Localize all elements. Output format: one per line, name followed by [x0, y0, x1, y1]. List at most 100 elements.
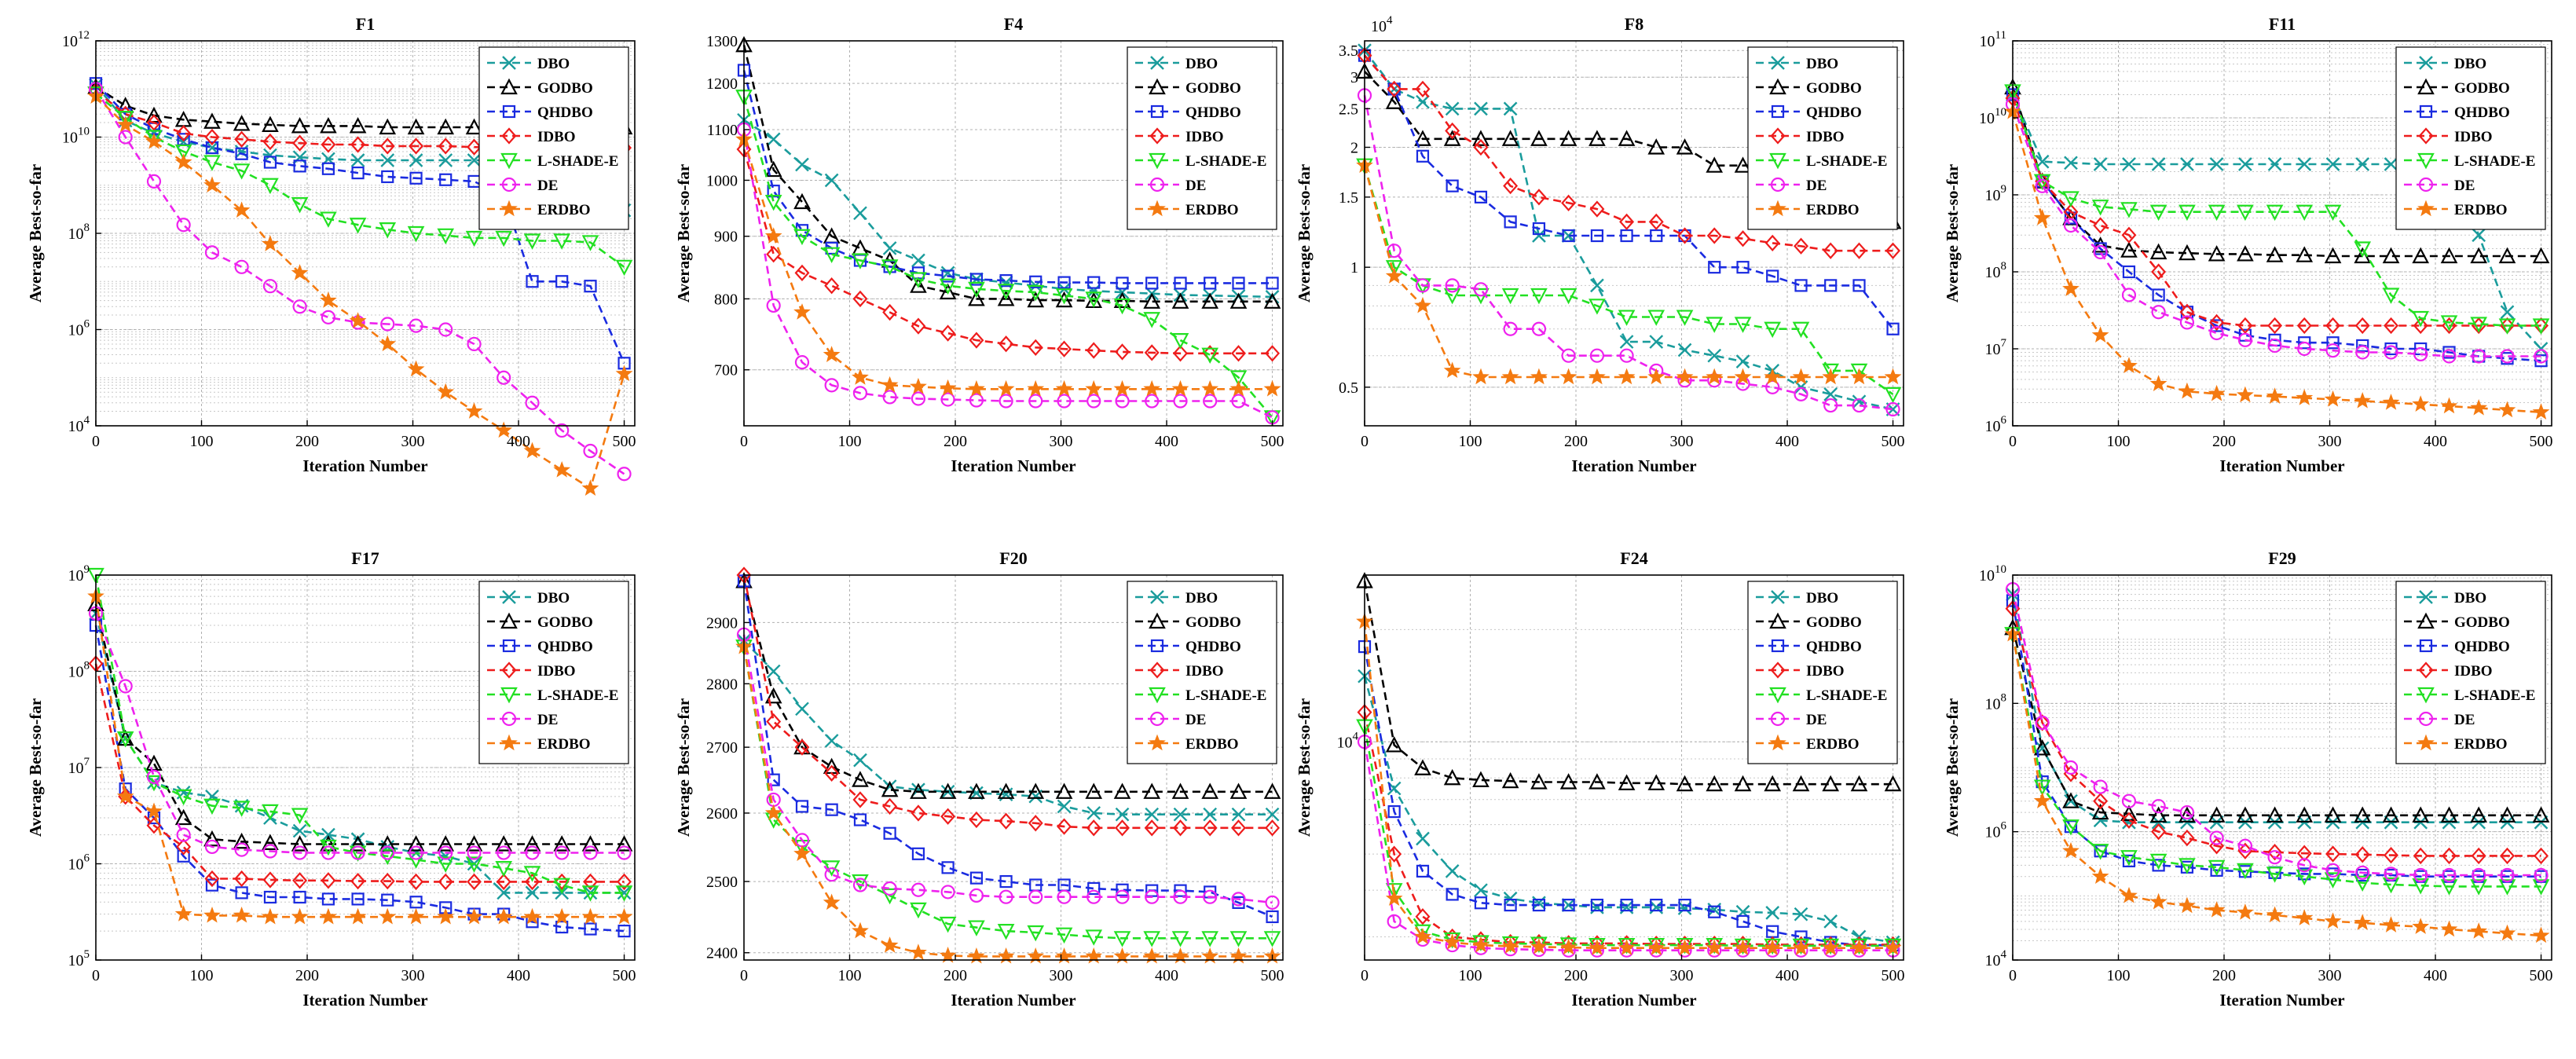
data-point-godbo [1618, 130, 1636, 146]
data-point-qhdbo [969, 273, 984, 286]
data-point-dbo [1057, 799, 1072, 814]
data-point-idbo [1173, 345, 1188, 362]
data-point-l-shade-e [1676, 310, 1694, 326]
data-point-de [882, 881, 897, 896]
data-point-godbo [291, 117, 309, 134]
data-point-l-shade-e [1618, 310, 1636, 326]
data-point-idbo [1028, 815, 1043, 832]
data-point-erdbo [262, 907, 279, 925]
data-point-dbo [1145, 807, 1160, 822]
y-tick-label: 108 [1985, 691, 2007, 713]
data-point-idbo [1648, 213, 1664, 231]
data-point-dbo [1677, 901, 1692, 915]
data-point-dbo [1203, 807, 1218, 822]
y-tick-label: 105 [68, 948, 90, 969]
data-point-qhdbo [1532, 222, 1546, 236]
data-point-de [969, 888, 984, 903]
data-point-godbo [437, 835, 455, 852]
data-point-godbo [1764, 775, 1782, 792]
x-tick-label: 100 [190, 967, 214, 984]
axes-box [743, 40, 1284, 427]
y-tick-label: 2600 [706, 805, 738, 823]
data-point-erdbo [1472, 936, 1490, 953]
data-point-l-shade-e [1792, 321, 1810, 339]
data-point-godbo [2062, 792, 2079, 808]
data-point-dbo [1823, 387, 1838, 401]
data-point-de [1794, 387, 1808, 401]
data-point-qhdbo [1446, 179, 1459, 192]
data-point-qhdbo [293, 890, 306, 904]
legend: DBO GODBO QHDBO IDBO L-SHADE-E DE ERDBO [478, 581, 629, 764]
data-point-dbo [2122, 157, 2136, 171]
data-point-godbo [1559, 773, 1577, 790]
data-point-l-shade-e [407, 852, 425, 869]
data-point-godbo [174, 808, 192, 826]
y-axis-label: Average Best-so-far [1295, 698, 1314, 837]
data-point-de [2297, 341, 2312, 357]
axes-box [2012, 40, 2552, 427]
data-point-godbo [2532, 247, 2550, 264]
x-tick-label: 400 [507, 433, 530, 450]
data-point-erdbo [2324, 390, 2342, 407]
data-point-dbo [1173, 807, 1188, 822]
data-point-dbo [321, 827, 335, 842]
data-point-godbo [2324, 806, 2342, 823]
data-point-l-shade-e [997, 284, 1015, 300]
legend-marker-qhdbo [1771, 639, 1785, 653]
x-axis-label: Iteration Number [302, 991, 427, 1010]
legend-label-qhdbo: QHDBO [1806, 639, 1862, 655]
legend-label-dbo: DBO [1185, 590, 1218, 606]
legend-marker-de [1149, 711, 1165, 727]
data-point-godbo [997, 290, 1015, 306]
data-point-de [146, 174, 162, 189]
data-point-erdbo [939, 379, 957, 396]
legend-label-erdbo: ERDBO [1806, 202, 1860, 218]
data-point-qhdbo [1504, 215, 1517, 229]
data-point-l-shade-e [1201, 347, 1219, 365]
data-point-erdbo [116, 115, 134, 133]
x-tick-label: 300 [1050, 967, 1073, 984]
data-point-l-shade-e [2324, 204, 2342, 222]
x-tick-label: 0 [92, 433, 100, 450]
data-point-dbo [2325, 157, 2340, 171]
data-point-erdbo [1588, 368, 1606, 385]
data-point-idbo [999, 812, 1014, 830]
data-point-idbo [2151, 823, 2167, 841]
data-point-de [999, 889, 1013, 904]
data-point-godbo [2412, 806, 2430, 823]
y-tick-label: 2900 [706, 614, 738, 632]
x-tick-label: 300 [401, 433, 425, 450]
data-point-de [234, 259, 249, 274]
data-point-idbo [379, 872, 395, 890]
data-point-godbo [1676, 775, 1694, 792]
data-point-l-shade-e [553, 878, 571, 895]
data-point-de [2325, 863, 2340, 878]
data-point-dbo [824, 734, 839, 748]
data-point-l-shade-e [2532, 318, 2550, 335]
data-point-erdbo [1443, 933, 1461, 950]
chart-title: F20 [999, 548, 1027, 568]
legend-marker-dbo [1771, 590, 1785, 604]
data-point-idbo [2500, 847, 2515, 865]
data-point-godbo [465, 835, 483, 852]
data-point-de [2534, 867, 2549, 883]
data-point-idbo [1589, 200, 1605, 218]
data-point-qhdbo [439, 173, 453, 186]
data-point-godbo [881, 780, 899, 797]
data-point-l-shade-e [1085, 929, 1103, 946]
data-point-de [1415, 278, 1431, 293]
data-point-de [617, 845, 632, 860]
data-point-idbo [2534, 847, 2549, 865]
data-point-l-shade-e [581, 885, 599, 902]
legend: DBO GODBO QHDBO IDBO L-SHADE-E DE ERDBO [478, 46, 629, 230]
data-point-dbo [263, 148, 277, 163]
data-point-dbo [795, 702, 809, 716]
data-point-l-shade-e [581, 235, 599, 251]
y-tick-label: 106 [68, 318, 90, 339]
data-point-godbo [1263, 292, 1281, 309]
series-de [88, 606, 632, 860]
data-point-de [2121, 793, 2137, 808]
legend-marker-dbo [502, 590, 516, 604]
data-point-de [2237, 838, 2253, 853]
data-point-de [2442, 867, 2457, 883]
